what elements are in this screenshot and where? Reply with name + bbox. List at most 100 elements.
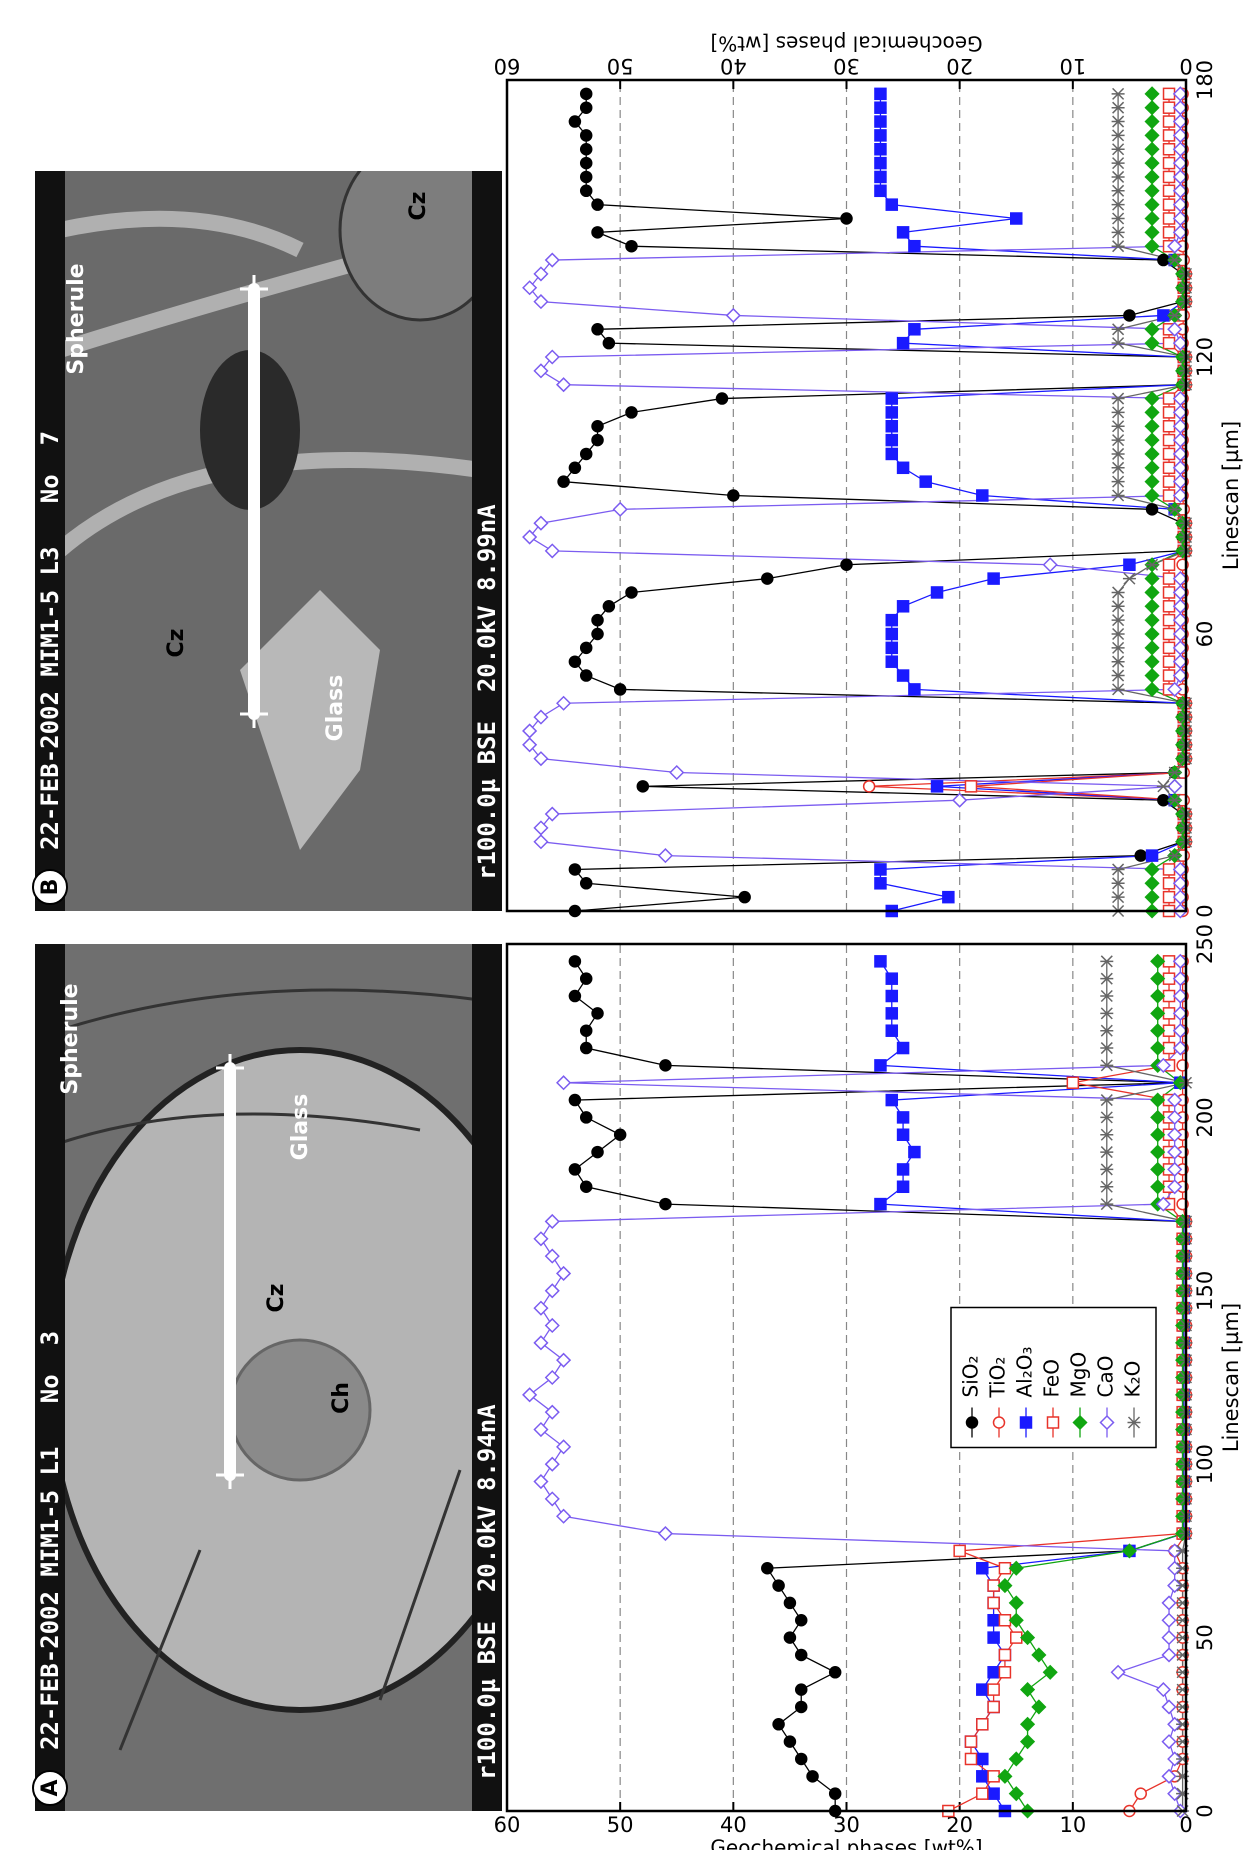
marker (1147, 850, 1158, 861)
marker (546, 544, 559, 557)
marker (569, 656, 580, 667)
marker (841, 559, 852, 570)
marker (998, 1770, 1011, 1783)
marker (1151, 955, 1164, 968)
marker (784, 1597, 795, 1608)
marker (581, 1025, 592, 1036)
marker (875, 88, 886, 99)
marker (954, 1545, 965, 1556)
marker (999, 1667, 1010, 1678)
marker (1146, 392, 1159, 405)
marker (998, 1579, 1011, 1592)
marker (977, 1788, 988, 1799)
marker (1151, 990, 1164, 1003)
marker (581, 642, 592, 653)
marker (1146, 655, 1159, 668)
legend-label: TiO₂ (986, 1357, 1010, 1399)
marker (886, 393, 897, 404)
marker (953, 794, 966, 807)
badge-label: B (38, 879, 63, 896)
marker (1146, 877, 1159, 890)
marker (581, 1043, 592, 1054)
marker (1112, 1666, 1125, 1679)
marker (1032, 1648, 1045, 1661)
sem-image-b (35, 140, 502, 911)
marker (569, 991, 580, 1002)
marker (875, 185, 886, 196)
marker (864, 781, 875, 792)
x-tick-label: 0 (1193, 904, 1217, 917)
marker (1151, 1007, 1164, 1020)
marker (988, 1684, 999, 1695)
marker (886, 973, 897, 984)
x-axis-title: Linescan [µm] (1219, 1303, 1243, 1452)
marker (546, 1319, 559, 1332)
marker (592, 1008, 603, 1019)
y-tick-label: 40 (720, 54, 747, 78)
marker (1157, 781, 1170, 792)
marker (909, 1147, 920, 1158)
marker (546, 1215, 559, 1228)
marker (592, 615, 603, 626)
marker (1163, 1648, 1176, 1661)
y-tick-label: 60 (494, 54, 521, 78)
marker (898, 601, 909, 612)
marker (557, 1510, 570, 1523)
marker (603, 601, 614, 612)
marker (581, 973, 592, 984)
marker (977, 1684, 988, 1695)
marker (592, 435, 603, 446)
marker (875, 878, 886, 889)
marker (1146, 614, 1159, 627)
marker (1163, 1596, 1176, 1609)
marker (1146, 198, 1159, 211)
marker (1146, 863, 1159, 876)
y-tick-label: 30 (833, 54, 860, 78)
marker (796, 1649, 807, 1660)
x-tick-label: 120 (1193, 337, 1217, 377)
marker (659, 849, 672, 862)
marker (886, 642, 897, 653)
marker (977, 1753, 988, 1764)
marker (1010, 1752, 1023, 1765)
marker (1146, 323, 1159, 336)
marker (886, 448, 897, 459)
marker (1163, 1614, 1176, 1627)
marker (796, 1701, 807, 1712)
marker (920, 476, 931, 487)
marker (1151, 1146, 1164, 1159)
marker (943, 892, 954, 903)
marker (875, 158, 886, 169)
marker (1010, 1596, 1023, 1609)
x-axis-title: Linescan [µm] (1219, 421, 1243, 570)
marker (660, 1199, 671, 1210)
marker (886, 1025, 897, 1036)
marker (1163, 1700, 1176, 1713)
marker (592, 1147, 603, 1158)
marker (581, 1181, 592, 1192)
legend-label: Al₂O₃ (1013, 1346, 1037, 1397)
marker (898, 338, 909, 349)
marker (581, 1112, 592, 1123)
marker (1021, 1735, 1034, 1748)
marker (1010, 1787, 1023, 1800)
marker (569, 462, 580, 473)
marker (886, 421, 897, 432)
marker (1146, 420, 1159, 433)
marker (615, 684, 626, 695)
y-tick-label: 60 (494, 1813, 521, 1837)
marker (592, 227, 603, 238)
marker (546, 1371, 559, 1384)
marker (592, 629, 603, 640)
marker (523, 1388, 536, 1401)
marker (534, 1475, 547, 1488)
sem-label: Cz (406, 192, 431, 221)
marker (534, 835, 547, 848)
marker (1146, 184, 1159, 197)
marker (875, 144, 886, 155)
sem-label: Cz (164, 629, 189, 658)
marker (967, 1417, 978, 1428)
y-tick-label: 0 (1179, 54, 1192, 78)
marker (875, 864, 886, 875)
marker (660, 1060, 671, 1071)
